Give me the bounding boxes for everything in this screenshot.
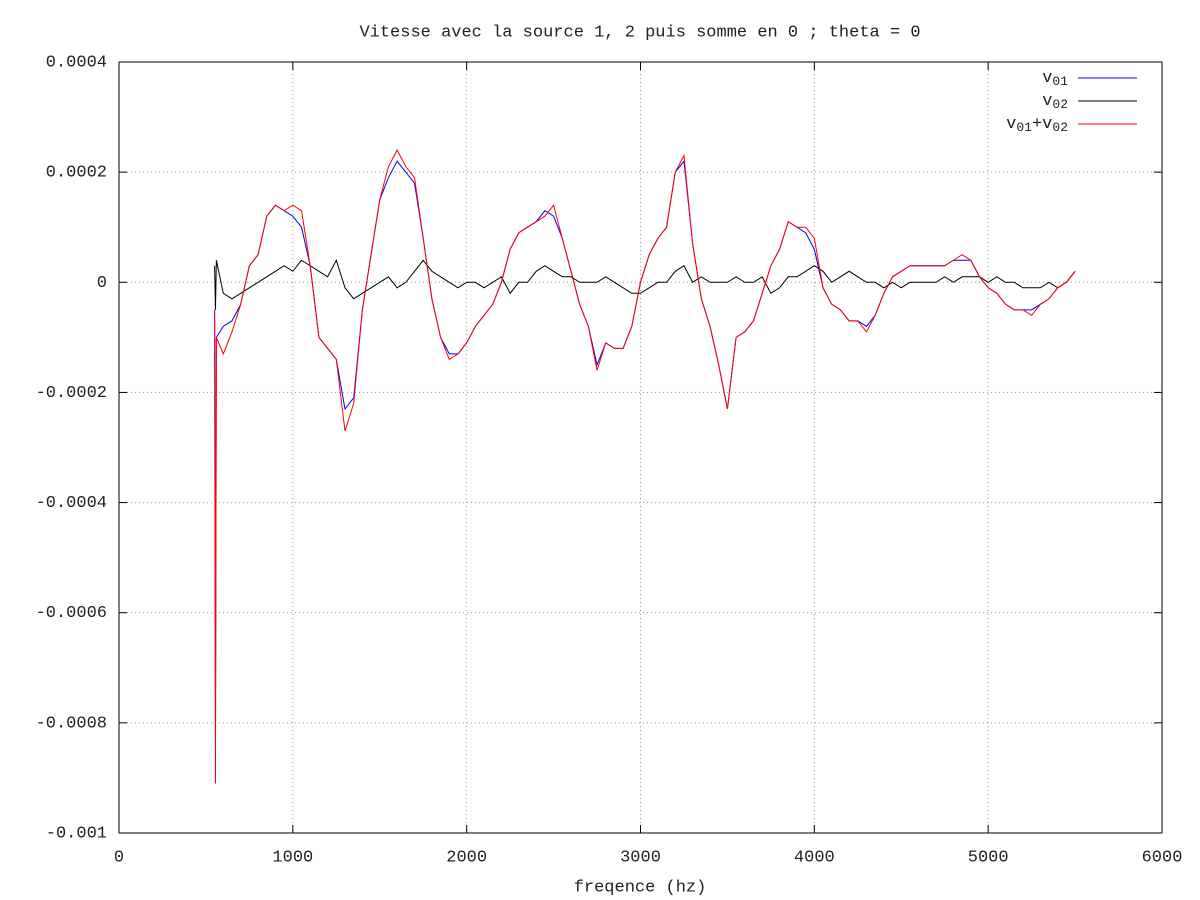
legend-label: v01+v02: [1006, 115, 1068, 135]
y-tick-label: -0.0006: [36, 604, 107, 623]
y-tick-label: -0.001: [46, 824, 107, 843]
y-tick-label: 0.0002: [46, 164, 107, 183]
y-tick-label: -0.0004: [36, 494, 107, 513]
x-tick-label: 5000: [968, 848, 1009, 867]
y-tick-label: -0.0008: [36, 714, 107, 733]
x-tick-label: 3000: [620, 848, 661, 867]
x-tick-label: 1000: [272, 848, 313, 867]
x-tick-label: 2000: [446, 848, 487, 867]
series-line: [214, 258, 1076, 310]
legend-label: v02: [1042, 92, 1068, 112]
x-axis-label: freqence (hz): [574, 878, 707, 897]
series-line: [214, 149, 1076, 784]
x-tick-label: 6000: [1142, 848, 1183, 867]
plot-frame: [118, 61, 1163, 834]
legend-label: v01: [1042, 69, 1068, 89]
x-tick-label: 0: [114, 848, 124, 867]
y-tick-label: -0.0002: [36, 384, 107, 403]
x-tick-label: 4000: [794, 848, 835, 867]
chart-title: Vitesse avec la source 1, 2 puis somme e…: [359, 23, 920, 42]
y-tick-label: 0.0004: [46, 53, 107, 72]
y-tick-label: 0: [97, 274, 107, 293]
